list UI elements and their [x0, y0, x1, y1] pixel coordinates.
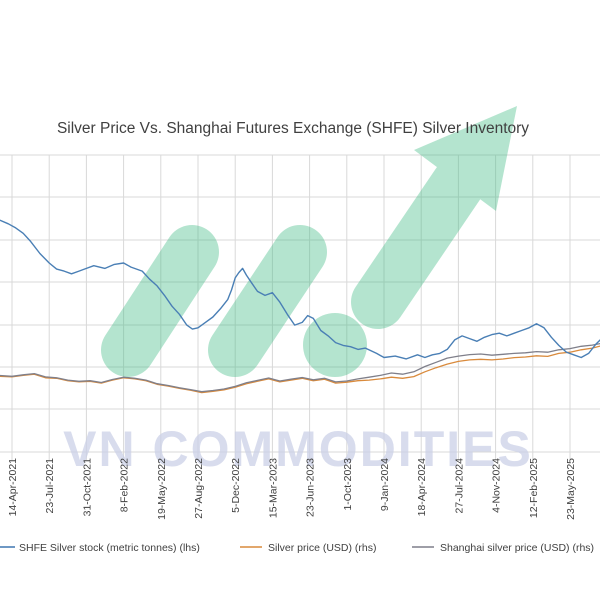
x-tick-label: 1-Oct-2023: [342, 458, 354, 511]
x-tick-label: 19-May-2022: [156, 458, 168, 520]
x-tick-label: 18-Apr-2024: [416, 458, 428, 517]
legend-label-shanghai-price: Shanghai silver price (USD) (rhs): [440, 542, 594, 554]
x-tick-label: 23-Jul-2021: [44, 458, 56, 514]
horizontal-gridlines: [0, 154, 600, 453]
x-tick-label: 9-Jan-2024: [379, 458, 391, 511]
x-tick-label: 31-Oct-2021: [81, 458, 93, 517]
vertical-gridlines: [11, 155, 571, 460]
series-layer: [0, 219, 600, 394]
watermark-text: VN COMMODITIES: [63, 421, 533, 477]
legend-label-silver-price: Silver price (USD) (rhs): [268, 542, 377, 554]
series-line-shanghai-silver-price: [0, 342, 600, 393]
watermark-logo: [101, 106, 517, 377]
x-tick-label: 5-Dec-2022: [230, 458, 242, 513]
x-tick-label: 8-Feb-2022: [119, 458, 131, 512]
watermark-arrow-shaft: [351, 157, 485, 329]
x-tick-label: 27-Jul-2024: [453, 458, 465, 514]
x-tick-label: 15-Mar-2023: [267, 458, 279, 518]
x-tick-labels: 14-Apr-2021 23-Jul-2021 31-Oct-2021 8-Feb-2…: [7, 458, 577, 520]
x-tick-label: 12-Feb-2025: [528, 458, 540, 518]
series-line-shfe-silver-stock: [0, 219, 600, 360]
chart-title: Silver Price Vs. Shanghai Futures Exchan…: [57, 120, 529, 137]
watermark-dot: [303, 313, 367, 377]
watermark-bar: [208, 225, 327, 377]
x-tick-label: 4-Nov-2024: [491, 458, 503, 513]
legend-label-shfe-stock: SHFE Silver stock (metric tonnes) (lhs): [19, 542, 200, 554]
legend: SHFE Silver stock (metric tonnes) (lhs) …: [0, 542, 594, 554]
x-tick-label: 23-Jun-2023: [305, 458, 317, 517]
watermark-arrow-head: [414, 106, 517, 211]
watermark-bar: [101, 225, 219, 377]
x-tick-label: 14-Apr-2021: [7, 458, 19, 517]
x-tick-label: 23-May-2025: [565, 458, 577, 520]
x-tick-label: 27-Aug-2022: [193, 458, 205, 519]
